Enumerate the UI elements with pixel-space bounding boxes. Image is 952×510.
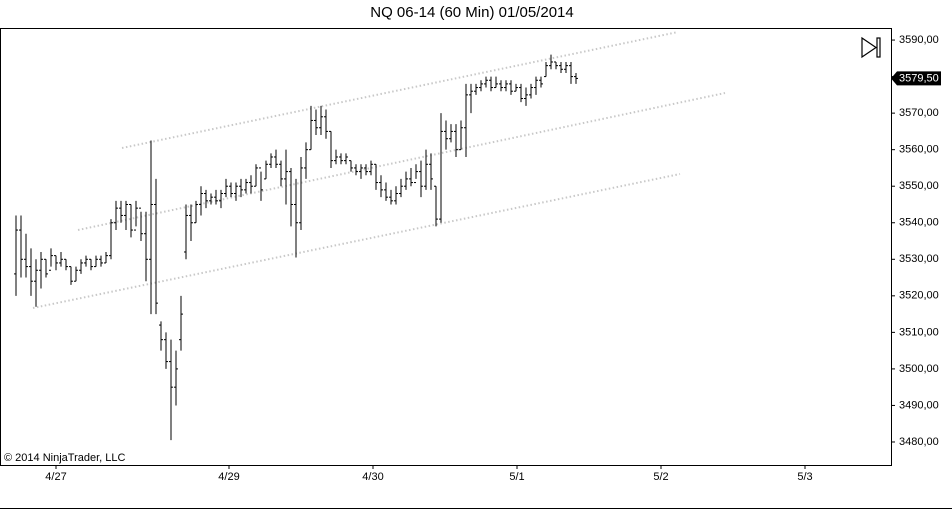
channel-upper (121, 31, 679, 149)
last-price-label: 3579,50 (899, 72, 939, 84)
x-tick-label: 4/29 (218, 471, 239, 483)
y-tick-label: 3480,00 (899, 436, 939, 448)
x-tick-label: 5/3 (797, 471, 812, 483)
plot-frame (0, 28, 892, 466)
y-tick-label: 3510,00 (899, 326, 939, 338)
y-tick-label: 3500,00 (899, 363, 939, 375)
y-tick-label: 3550,00 (899, 180, 939, 192)
y-tick-label: 3490,00 (899, 399, 939, 411)
x-tick-label: 5/1 (509, 471, 524, 483)
copyright: © 2014 NinjaTrader, LLC (4, 452, 125, 464)
y-tick-label: 3590,00 (899, 34, 939, 46)
y-tick-label: 3540,00 (899, 217, 939, 229)
chart-title: NQ 06-14 (60 Min) 01/05/2014 (370, 4, 573, 21)
y-tick-label: 3530,00 (899, 253, 939, 265)
x-tick-label: 5/2 (653, 471, 668, 483)
y-tick-label: 3570,00 (899, 107, 939, 119)
y-tick-label: 3560,00 (899, 144, 939, 156)
scroll-end-button[interactable] (861, 36, 881, 59)
x-tick-label: 4/30 (362, 471, 383, 483)
y-tick-label: 3520,00 (899, 290, 939, 302)
last-price-marker (891, 71, 941, 86)
x-tick-label: 4/27 (45, 471, 66, 483)
